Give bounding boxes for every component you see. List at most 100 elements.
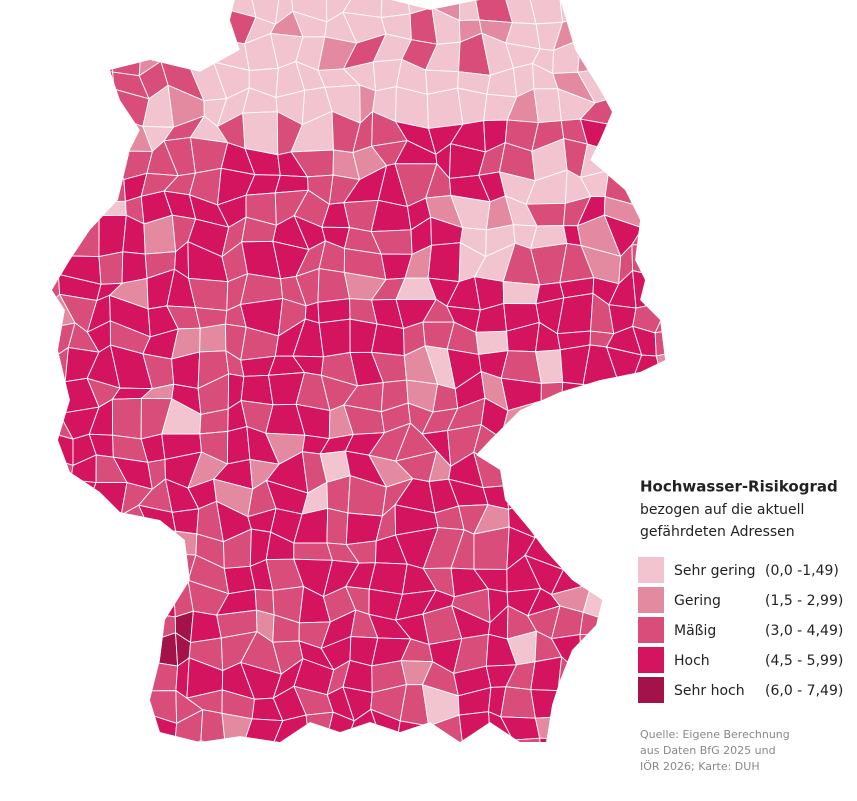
district xyxy=(150,632,179,667)
district xyxy=(603,500,633,535)
district xyxy=(326,475,351,514)
district xyxy=(738,410,772,438)
district xyxy=(685,72,718,99)
district xyxy=(638,192,665,229)
district xyxy=(52,526,69,563)
district xyxy=(427,242,461,283)
legend-swatch xyxy=(638,557,664,583)
district xyxy=(710,45,746,72)
district xyxy=(94,581,125,623)
district xyxy=(688,204,720,227)
district xyxy=(56,479,97,508)
district xyxy=(113,711,147,742)
district xyxy=(539,737,565,742)
district xyxy=(118,738,152,742)
legend-title: Hochwasser-Risikograd xyxy=(640,478,838,496)
district xyxy=(93,556,125,598)
district xyxy=(83,88,122,125)
district xyxy=(711,10,745,45)
district xyxy=(67,36,89,70)
district xyxy=(617,399,636,432)
district xyxy=(608,66,641,100)
district xyxy=(658,220,665,248)
district xyxy=(576,428,622,462)
district xyxy=(748,374,771,411)
district xyxy=(52,0,74,16)
district xyxy=(746,611,764,646)
district xyxy=(708,427,746,463)
district xyxy=(383,745,412,776)
district xyxy=(63,634,98,675)
district xyxy=(659,0,665,15)
district xyxy=(743,241,769,280)
district xyxy=(688,221,722,258)
district xyxy=(552,504,586,534)
district xyxy=(738,45,774,67)
district xyxy=(579,611,608,635)
legend-label: Sehr gering xyxy=(674,563,755,579)
district xyxy=(634,425,664,462)
district xyxy=(714,269,743,305)
district xyxy=(57,526,102,570)
district xyxy=(68,581,101,610)
district xyxy=(561,381,587,415)
district xyxy=(607,460,644,494)
district xyxy=(657,136,665,179)
district xyxy=(52,479,72,518)
district xyxy=(559,0,595,23)
district xyxy=(630,9,665,36)
district xyxy=(396,745,437,776)
district xyxy=(579,13,619,47)
district xyxy=(62,168,86,202)
district xyxy=(603,18,634,48)
district xyxy=(305,711,334,742)
district xyxy=(52,634,74,675)
legend-label: Sehr hoch xyxy=(674,683,745,699)
district xyxy=(57,744,95,777)
district xyxy=(98,214,127,258)
district xyxy=(688,178,720,206)
district xyxy=(552,531,586,571)
district xyxy=(735,216,769,253)
district xyxy=(52,94,75,123)
district xyxy=(52,581,71,610)
district xyxy=(90,683,115,722)
district xyxy=(93,744,127,770)
district xyxy=(746,348,768,387)
legend-label: Mäßig xyxy=(674,623,716,639)
district xyxy=(658,404,665,441)
district xyxy=(166,0,201,26)
district xyxy=(52,605,74,638)
district xyxy=(109,556,153,598)
district xyxy=(580,664,619,686)
district xyxy=(577,38,619,73)
district xyxy=(557,656,596,692)
district xyxy=(579,633,619,676)
district xyxy=(576,452,613,494)
district xyxy=(577,489,609,519)
district xyxy=(654,324,665,357)
district xyxy=(659,9,665,43)
legend-range: (4,5 - 5,99) xyxy=(765,653,843,669)
district xyxy=(741,141,766,165)
legend-label: Gering xyxy=(674,593,721,609)
district xyxy=(69,117,97,143)
district xyxy=(52,67,69,98)
district xyxy=(67,0,94,20)
district xyxy=(618,117,642,155)
district xyxy=(505,485,542,510)
district xyxy=(175,530,198,556)
district xyxy=(83,68,115,100)
district xyxy=(631,118,665,144)
district xyxy=(65,67,88,100)
district xyxy=(90,667,114,687)
district xyxy=(144,585,176,618)
district xyxy=(742,320,772,356)
district xyxy=(84,200,127,217)
district xyxy=(692,304,721,325)
district xyxy=(590,0,618,25)
district xyxy=(91,118,122,152)
district xyxy=(52,504,59,533)
district xyxy=(188,0,232,25)
district xyxy=(62,195,100,232)
